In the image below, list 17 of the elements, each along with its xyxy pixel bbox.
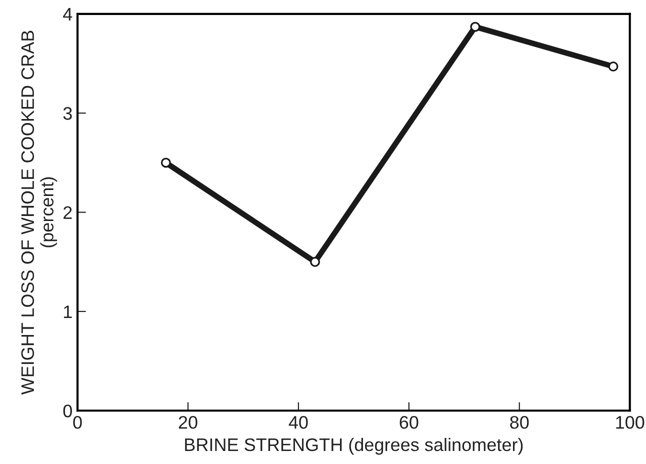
y-tick-label: 0	[63, 404, 72, 418]
x-tick-label: 60	[400, 416, 418, 429]
y-axis-title: WEIGHT LOSS OF WHOLE COOKED CRAB (percent)	[21, 30, 58, 395]
point	[608, 61, 618, 72]
x-axis-title: BRINE STRENGTH (degrees salinometer)	[185, 438, 523, 455]
x-tick-label: 80	[510, 416, 529, 429]
point	[470, 22, 480, 32]
x-tick-label: 20	[178, 416, 198, 429]
y-tick-label: 1	[64, 306, 72, 318]
y-tick-label: 2	[64, 206, 72, 219]
y-tick-label: 3	[63, 107, 72, 120]
x-tick-label: 0	[73, 416, 82, 429]
point	[310, 256, 320, 267]
x-tick-label: 100	[616, 416, 644, 429]
x-tick-label: 40	[288, 416, 308, 429]
point	[160, 158, 171, 168]
y-tick-label: 4	[63, 8, 72, 20]
